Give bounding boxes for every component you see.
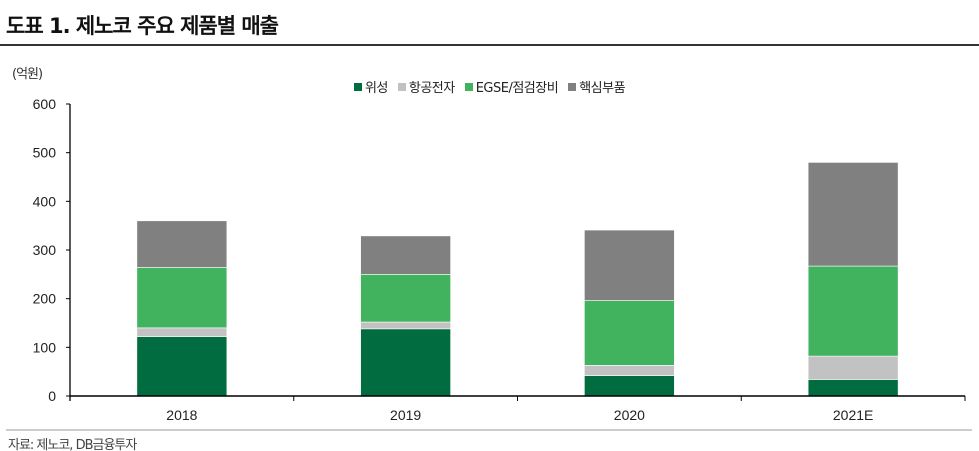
bar-segment: [136, 220, 228, 268]
legend: 위성 항공전자 EGSE/점검장비 핵심부품: [0, 77, 979, 96]
bar-segment: [136, 327, 228, 337]
x-tick-label: 2019: [390, 407, 421, 423]
y-tick-label: 400: [33, 193, 57, 209]
y-tick-label: 300: [33, 242, 57, 258]
figure-title: 도표 1. 제노코 주요 제품별 매출: [6, 14, 279, 38]
x-tick-label: 2020: [614, 407, 645, 423]
bar-segment: [807, 162, 899, 267]
bar-segment: [807, 265, 899, 357]
title-divider: [0, 44, 979, 46]
bar-segment: [807, 355, 899, 380]
legend-swatch: [353, 82, 362, 91]
bar-segment: [136, 267, 228, 329]
bar-segment: [360, 235, 451, 275]
legend-swatch: [397, 82, 406, 91]
legend-swatch: [464, 82, 473, 91]
x-tick-label: 2021E: [833, 407, 873, 423]
source-note: 자료: 제노코, DB금융투자: [8, 438, 137, 451]
y-tick-label: 200: [33, 291, 57, 307]
legend-swatch: [568, 82, 577, 91]
y-tick-label: 600: [33, 96, 57, 112]
legend-label: 핵심부품: [579, 81, 626, 96]
legend-item: 핵심부품: [568, 77, 626, 96]
bar-segment: [584, 375, 675, 397]
bar-segment: [584, 300, 675, 366]
bar-segment: [807, 379, 899, 397]
y-tick-label: 0: [48, 388, 56, 404]
bar-segment: [360, 274, 451, 323]
bar-segment: [136, 336, 228, 397]
bar-segment: [584, 365, 675, 376]
legend-label: EGSE/점검장비: [475, 81, 559, 96]
legend-item: 항공전자: [397, 77, 455, 96]
source-divider: [6, 429, 972, 431]
legend-item: 위성: [353, 77, 388, 96]
bar-segment: [360, 321, 451, 330]
legend-item: EGSE/점검장비: [464, 77, 559, 96]
y-tick-label: 500: [33, 145, 57, 161]
y-axis-unit-label: (억원): [12, 67, 43, 82]
y-tick-label: 100: [33, 339, 57, 355]
legend-label: 위성: [364, 81, 388, 96]
x-tick-label: 2018: [166, 407, 197, 423]
bar-segment: [360, 328, 451, 397]
bar-segment: [584, 229, 675, 301]
legend-label: 항공전자: [408, 81, 455, 96]
